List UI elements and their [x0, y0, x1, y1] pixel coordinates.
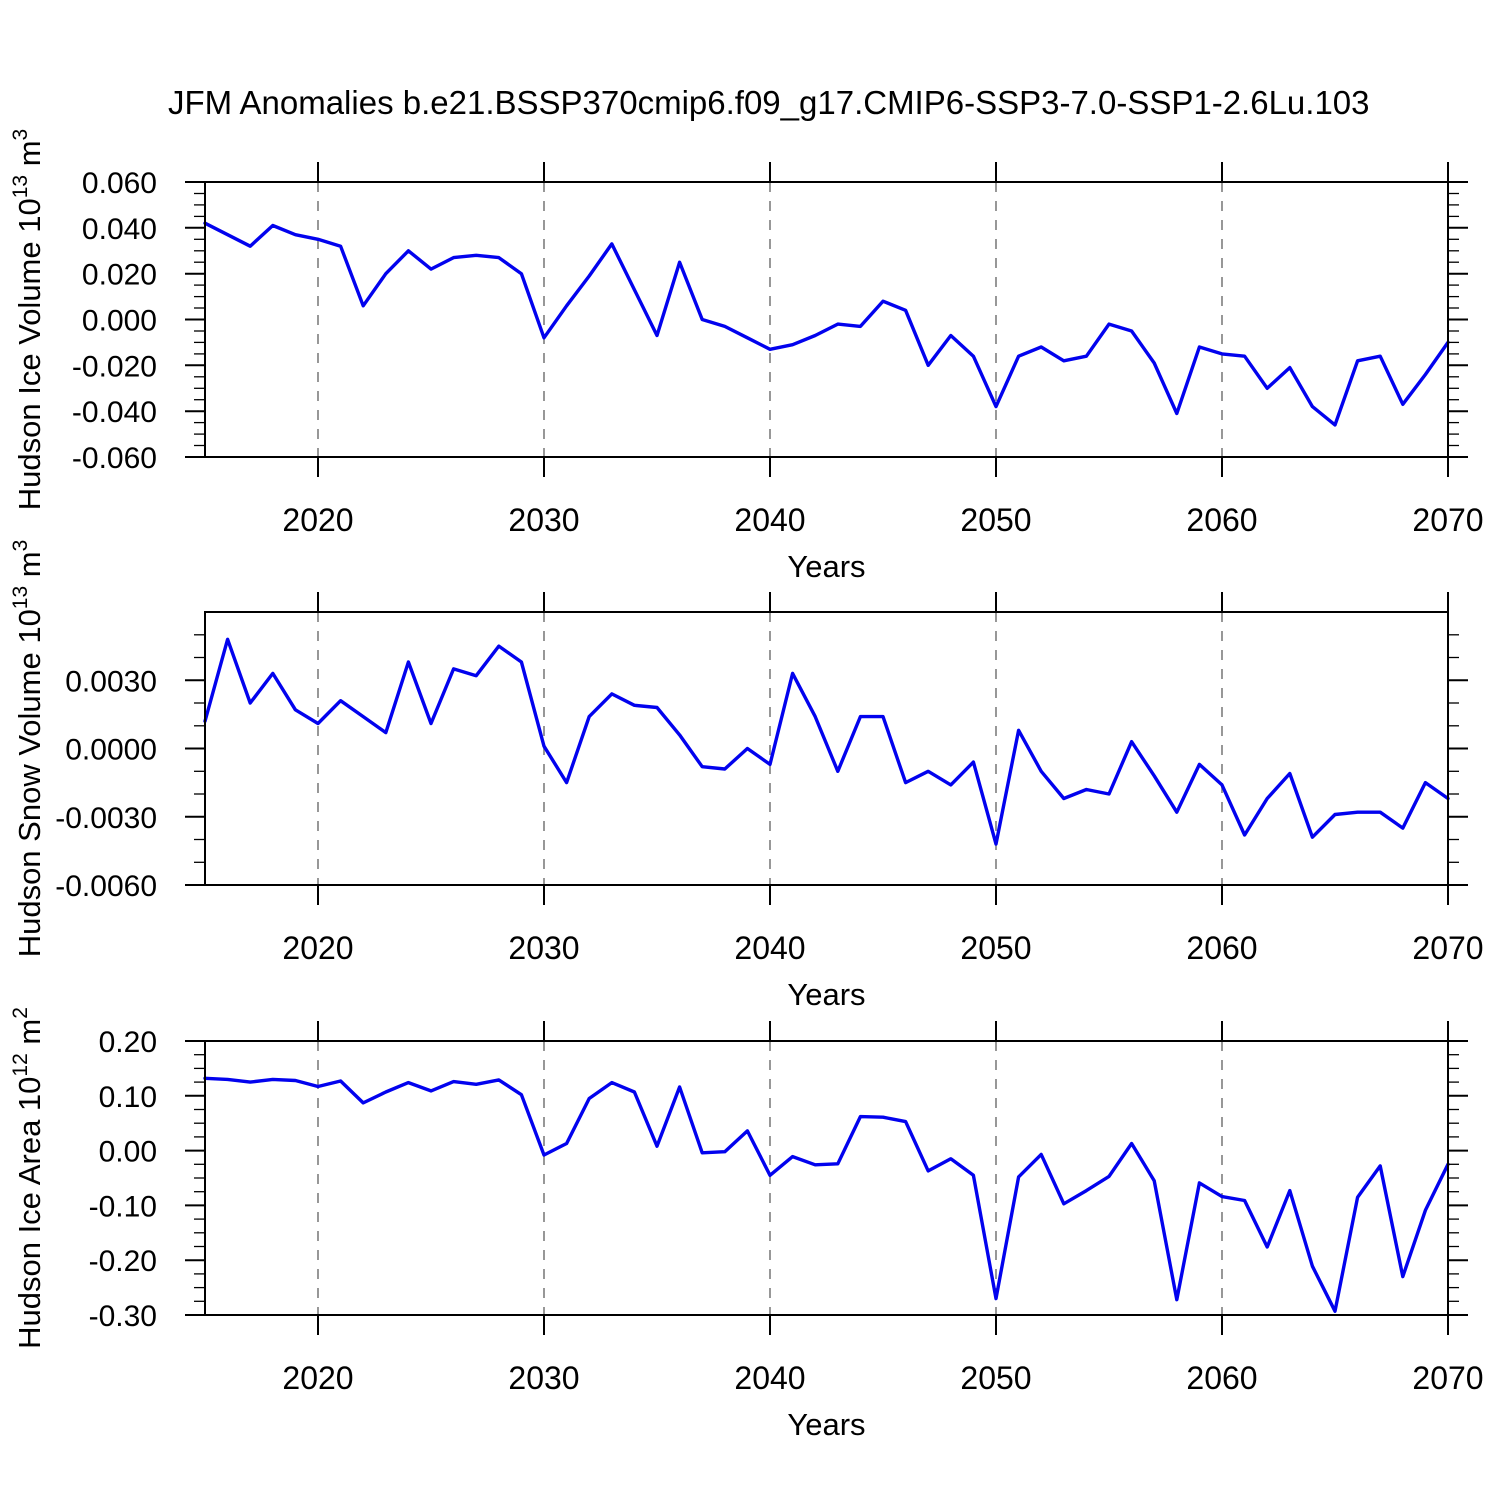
x-tick-label: 2060 — [1186, 930, 1257, 966]
hudson-ice-volume-series-line — [203, 221, 1450, 427]
y-tick-label: -0.0030 — [55, 802, 157, 835]
x-tick-label: 2060 — [1186, 1360, 1257, 1396]
hudson-ice-area-series-line — [203, 1076, 1450, 1313]
x-tick-label: 2020 — [282, 1360, 353, 1396]
panel-hudson-ice-volume: 2020 2030 2040 2050 2060 2070 0.060 0.040 0.020 0… — [9, 129, 1484, 584]
x-tick-label: 2050 — [960, 502, 1031, 538]
x-axis-title: Years — [787, 549, 865, 584]
x-tick-label: 2040 — [734, 930, 805, 966]
y-axis-title: Hudson Ice Volume 1013 m3 — [9, 129, 47, 510]
y-tick-label: -0.0060 — [55, 870, 157, 903]
x-axis-title: Years — [787, 1407, 865, 1442]
chart-title: JFM Anomalies b.e21.BSSP370cmip6.f09_g17… — [168, 84, 1370, 121]
y-tick-label: -0.30 — [89, 1300, 157, 1333]
x-tick-label: 2020 — [282, 930, 353, 966]
panel-ticks — [185, 592, 1468, 905]
x-tick-label: 2050 — [960, 930, 1031, 966]
x-tick-label: 2030 — [508, 930, 579, 966]
y-tick-label: 0.20 — [99, 1026, 157, 1059]
y-tick-label: 0.00 — [99, 1136, 157, 1169]
y-tick-label: 0.060 — [82, 167, 157, 200]
y-tick-label: 0.0030 — [65, 665, 157, 698]
x-tick-label: 2040 — [734, 1360, 805, 1396]
y-tick-label: -0.20 — [89, 1245, 157, 1278]
y-tick-label: -0.060 — [72, 442, 157, 475]
y-tick-label: -0.10 — [89, 1190, 157, 1223]
x-tick-label: 2070 — [1412, 930, 1483, 966]
plot-box — [204, 181, 1449, 458]
y-tick-label: -0.040 — [72, 396, 157, 429]
y-tick-label: -0.020 — [72, 350, 157, 383]
y-tick-label: 0.040 — [82, 213, 157, 246]
plot-box — [204, 1040, 1449, 1316]
x-tick-label: 2060 — [1186, 502, 1257, 538]
panel-ticks — [185, 1021, 1468, 1335]
x-tick-label: 2070 — [1412, 502, 1483, 538]
x-axis-title: Years — [787, 977, 865, 1012]
x-tick-label: 2050 — [960, 1360, 1031, 1396]
x-tick-label: 2030 — [508, 502, 579, 538]
y-axis-title: Hudson Snow Volume 1013 m3 — [9, 540, 47, 958]
x-tick-label: 2040 — [734, 502, 805, 538]
y-tick-label: 0.020 — [82, 259, 157, 292]
y-tick-label: 0.000 — [82, 305, 157, 338]
y-axis-title: Hudson Ice Area 1012 m2 — [9, 1007, 47, 1349]
plot-box — [204, 611, 1449, 886]
y-tick-label: 0.10 — [99, 1081, 157, 1114]
y-tick-label: 0.0000 — [65, 734, 157, 767]
panel-hudson-snow-volume: 2020 2030 2040 2050 2060 2070 0.0030 0.0000 -0.0… — [9, 540, 1484, 1012]
panel-hudson-ice-area: 2020 2030 2040 2050 2060 2070 0.20 0.10 0.00 -0.1… — [9, 1007, 1484, 1442]
x-tick-label: 2020 — [282, 502, 353, 538]
panel-ticks — [185, 162, 1468, 477]
x-tick-label: 2030 — [508, 1360, 579, 1396]
x-tick-label: 2070 — [1412, 1360, 1483, 1396]
hudson-snow-volume-series-line — [203, 637, 1450, 846]
